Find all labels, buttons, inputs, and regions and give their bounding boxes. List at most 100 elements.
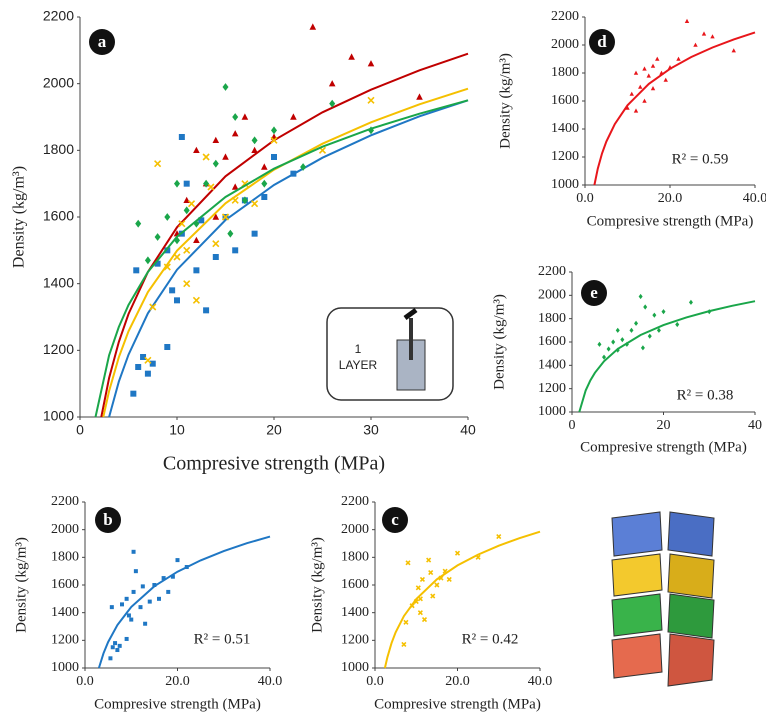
inset-box (326, 307, 454, 401)
point (241, 196, 248, 205)
x-axis-label: Compresive strength (MPa) (94, 696, 261, 712)
y-axis-label: Density (kg/m³) (309, 537, 325, 633)
x-tick-label: 20.0 (658, 191, 683, 206)
point (675, 321, 680, 328)
x-tick-label: 40.0 (743, 191, 766, 206)
point (271, 154, 277, 160)
point (227, 229, 234, 238)
fit-curve (108, 99, 469, 418)
y-tick-label: 1000 (551, 177, 579, 192)
point (113, 641, 118, 646)
point (615, 327, 620, 333)
point (222, 83, 229, 91)
panel-label: c (391, 510, 399, 529)
point (110, 645, 115, 650)
point (166, 589, 171, 594)
point (212, 254, 219, 260)
point (496, 534, 502, 540)
point (131, 549, 136, 554)
layer-blocks-illustration (611, 511, 715, 687)
point (154, 160, 162, 168)
point (140, 584, 145, 589)
point (193, 219, 200, 228)
point (198, 217, 205, 224)
point (157, 596, 161, 601)
r-squared: R² = 0.38 (677, 387, 734, 403)
point (140, 354, 147, 360)
panel-badge (581, 280, 607, 306)
panel-label: a (98, 32, 107, 51)
point (663, 77, 668, 82)
y-tick-label: 1000 (43, 408, 74, 424)
point (120, 602, 124, 607)
point (117, 643, 122, 648)
point (212, 240, 220, 248)
point (164, 344, 171, 350)
point (688, 299, 693, 305)
point (710, 34, 715, 39)
point (300, 163, 307, 171)
point (625, 105, 630, 110)
x-tick-label: 20.0 (445, 674, 470, 689)
point (152, 583, 157, 587)
point (638, 84, 643, 89)
x-tick-label: 30 (363, 422, 379, 438)
fit-curve (97, 535, 271, 669)
point (251, 146, 258, 154)
point (646, 73, 651, 78)
y-tick-label: 1400 (551, 121, 579, 136)
point (251, 230, 258, 237)
point (232, 113, 239, 121)
point (207, 183, 215, 191)
point (611, 339, 616, 345)
point (193, 146, 200, 154)
point (149, 303, 157, 311)
point (143, 621, 148, 626)
point (133, 569, 138, 574)
x-axis-label: Compresive strength (MPa) (374, 696, 541, 712)
point (212, 213, 220, 220)
panel: 0 20 40 1000 1200 1400 1600 1800 2000 2200 Compres… (491, 264, 762, 455)
y-tick-label: 1200 (551, 149, 579, 164)
y-axis-label: Density (kg/m³) (11, 166, 28, 268)
x-axis-label: Compresive strength (MPa) (587, 213, 754, 229)
point (701, 31, 707, 36)
point (138, 605, 143, 610)
point (650, 86, 656, 91)
point (144, 356, 152, 364)
point (416, 93, 423, 100)
y-tick-label: 1400 (43, 274, 74, 290)
point (638, 293, 643, 300)
y-tick-label: 1000 (51, 660, 79, 675)
y-tick-label: 1800 (551, 65, 579, 80)
y-tick-label: 2200 (43, 8, 74, 24)
point (183, 280, 191, 288)
x-tick-label: 40 (748, 418, 762, 433)
y-tick-label: 2200 (51, 494, 79, 509)
point (419, 576, 426, 583)
point (109, 605, 114, 610)
point (367, 96, 375, 104)
inset-handle (403, 307, 418, 321)
point (149, 360, 156, 367)
x-tick-label: 0.0 (76, 674, 94, 689)
y-tick-label: 2000 (551, 37, 579, 52)
x-tick-label: 0 (76, 422, 84, 438)
y-axis-label: Density (kg/m³) (491, 294, 507, 390)
point (434, 582, 440, 588)
point (633, 108, 639, 113)
point (169, 287, 176, 294)
y-tick-label: 1800 (51, 550, 79, 565)
y-tick-label: 1600 (43, 208, 74, 224)
point (633, 70, 639, 75)
x-axis-label: Compresive strength (MPa) (163, 453, 385, 475)
y-tick-label: 1800 (341, 550, 369, 565)
point (147, 599, 152, 604)
point (164, 213, 171, 221)
point (174, 179, 180, 188)
point (643, 304, 648, 310)
panel: 0.0 20.0 40.0 1000 1200 1400 1600 1800 2000 2200 C… (497, 9, 766, 229)
point (261, 163, 268, 170)
point (602, 354, 607, 360)
point (290, 113, 297, 120)
